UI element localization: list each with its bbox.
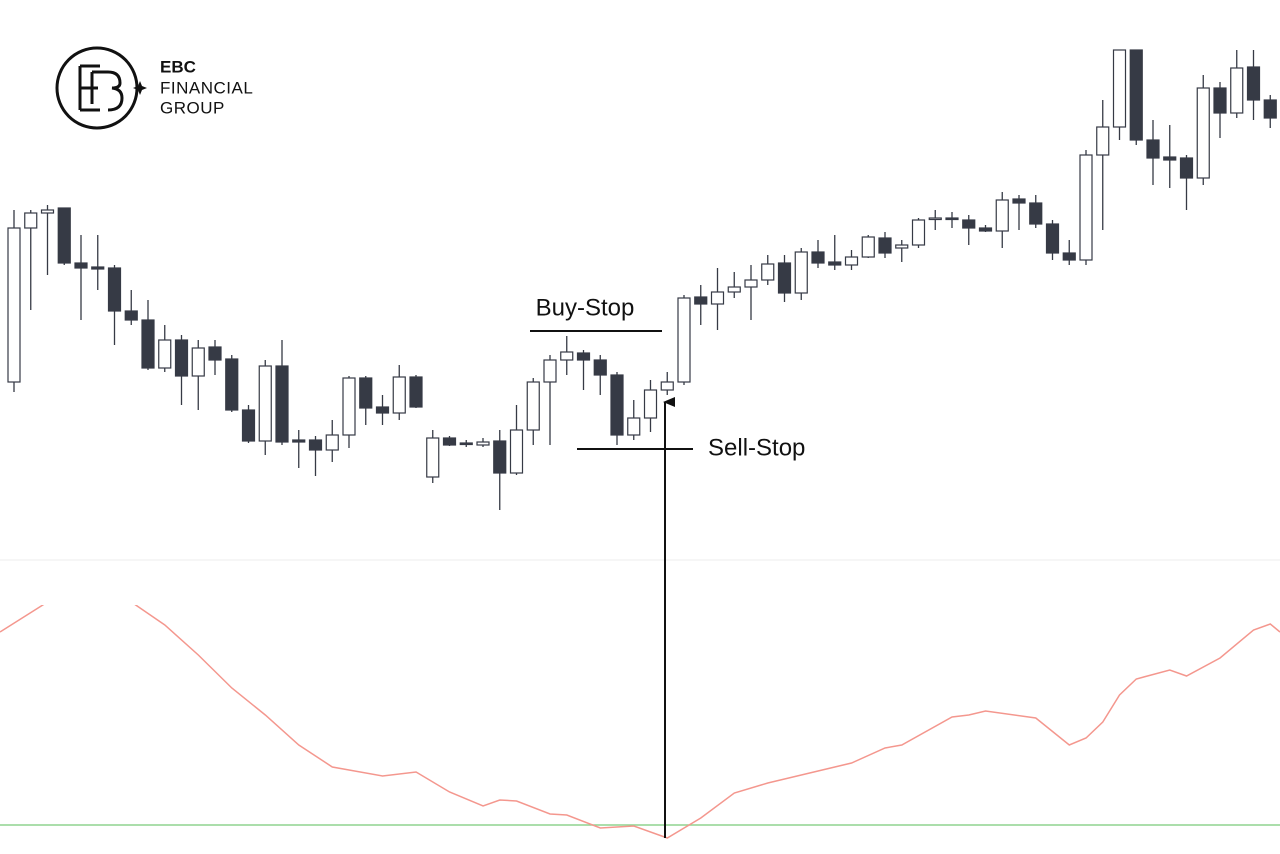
candle-body <box>107 267 122 312</box>
candle-body <box>158 339 172 369</box>
candle-body <box>442 437 457 446</box>
logo: EBC FINANCIAL GROUP <box>0 0 276 160</box>
candle-body <box>610 374 624 436</box>
candle-body <box>325 434 339 451</box>
candle-body <box>225 358 239 411</box>
candle-body <box>727 286 741 293</box>
candle-body <box>1112 49 1127 128</box>
candle-body <box>1045 223 1060 254</box>
candle-body <box>962 219 976 229</box>
candle-body <box>794 251 808 294</box>
candle-body <box>74 262 88 269</box>
candle-body <box>1012 198 1026 204</box>
candle-body <box>292 439 306 443</box>
candle-body <box>928 217 942 221</box>
candle-body <box>1246 66 1261 101</box>
candle-body <box>811 251 825 264</box>
candle-body <box>978 227 993 232</box>
candle-body <box>342 377 356 436</box>
candle-body <box>191 347 205 377</box>
candle-body <box>359 377 373 409</box>
indicator <box>0 601 1280 839</box>
candle-body <box>459 442 473 446</box>
candle-body <box>995 199 1009 232</box>
candle-body <box>24 212 38 229</box>
candle-body <box>141 319 155 369</box>
candle-body <box>777 262 792 294</box>
candle-body <box>1146 139 1160 159</box>
candle-body <box>560 351 574 361</box>
candle-body <box>526 381 540 431</box>
candle-body <box>174 339 189 377</box>
candle-body <box>208 346 222 361</box>
candle-body <box>509 429 524 474</box>
indicator-mask <box>0 561 276 605</box>
candle-body <box>476 441 490 446</box>
candle-body <box>1213 87 1227 114</box>
candle-body <box>844 256 859 266</box>
candle-body <box>57 207 71 264</box>
candle-body <box>660 381 674 391</box>
candle-body <box>493 440 507 474</box>
candle-body <box>409 376 423 408</box>
candle-body <box>40 209 55 214</box>
candle-body <box>258 365 272 442</box>
candle-body <box>945 217 959 221</box>
candle-body <box>426 437 440 478</box>
candle-body <box>911 219 926 246</box>
candle-body <box>1079 154 1093 261</box>
logo-text: FINANCIAL <box>160 78 253 97</box>
candle-body <box>241 409 256 442</box>
candle-body <box>375 406 390 414</box>
candle-body <box>878 237 892 254</box>
candle-body <box>576 352 591 361</box>
candle-body <box>392 376 406 414</box>
candle-body <box>744 279 758 288</box>
candle-body <box>275 365 289 443</box>
logo-text: EBC <box>160 57 196 76</box>
candle-body <box>861 236 875 258</box>
candle-body <box>895 244 909 249</box>
stop-label: Buy-Stop <box>536 294 635 321</box>
candle-body <box>124 310 138 321</box>
candle-body <box>1263 99 1277 119</box>
logo-background <box>0 0 276 160</box>
candle-body <box>593 359 607 376</box>
candle-body <box>828 261 842 266</box>
logo-glyph <box>78 64 124 112</box>
candle-body <box>1062 252 1076 261</box>
candle-body <box>543 359 557 383</box>
candle-body <box>91 266 105 270</box>
candle-body <box>677 297 691 383</box>
candle-body <box>643 389 658 419</box>
candle-body <box>627 417 641 436</box>
candle-body <box>1163 156 1177 161</box>
candle-body <box>694 296 708 305</box>
candle-body <box>761 263 775 281</box>
logo-text: GROUP <box>160 98 225 117</box>
candle-body <box>1196 87 1210 179</box>
candle-body <box>1179 157 1194 179</box>
candles <box>7 49 1277 510</box>
stop-label: Sell-Stop <box>708 434 805 461</box>
candle-body <box>7 227 21 383</box>
candle-body <box>1230 67 1244 114</box>
candle-body <box>308 439 323 451</box>
candle-body <box>1129 49 1143 141</box>
annotations: Buy-Stop Sell-Stop <box>530 294 805 461</box>
candle-body <box>1029 202 1043 225</box>
candle-body <box>1096 126 1110 156</box>
indicator-line <box>0 601 1280 839</box>
candle-body <box>710 291 725 305</box>
logo-star <box>133 81 147 95</box>
